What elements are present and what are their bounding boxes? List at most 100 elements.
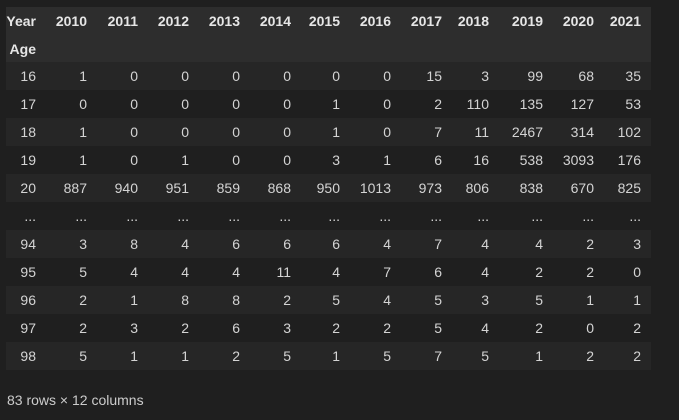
table-cell: 6 (232, 320, 240, 336)
table-cell: 6 (283, 236, 291, 252)
table-cell: 16 (473, 152, 489, 168)
table-cell: 5 (283, 348, 291, 364)
table-cell: 0 (383, 96, 391, 112)
table-cell: 135 (519, 96, 543, 112)
table-row: 95 5 4 4 4 11 4 7 6 4 2 2 0 (6, 258, 651, 286)
column-header-row: Year 2010 2011 2012 2013 2014 2015 2016 2017 201… (6, 7, 651, 35)
table-cell: 2 (232, 348, 240, 364)
table-cell: 887 (63, 180, 87, 196)
table-cell: 4 (181, 236, 189, 252)
table-cell: 2 (79, 292, 87, 308)
table-cell: 4 (130, 264, 138, 280)
table-cell: 0 (383, 124, 391, 140)
table-row: 17 0 0 0 0 0 1 0 2 110 135 127 53 (6, 90, 651, 118)
table-cell: ... (177, 208, 189, 224)
table-cell: 102 (617, 124, 641, 140)
table-cell: 1 (633, 292, 641, 308)
table-cell: ... (328, 208, 340, 224)
table-cell: ... (228, 208, 240, 224)
table-body: 16 1 0 0 0 0 0 0 15 3 99 68 35 17 0 0 0 0 0 1 0 2 110 135 127 53 1… (6, 62, 651, 370)
column-header: 2021 (609, 13, 641, 29)
table-cell: 1 (181, 152, 189, 168)
table-row: 16 1 0 0 0 0 0 0 15 3 99 68 35 (6, 62, 651, 90)
table-cell: 838 (519, 180, 543, 196)
table-cell: 940 (114, 180, 138, 196)
table-cell: 35 (625, 68, 641, 84)
table-cell: 0 (283, 96, 291, 112)
table-row: 96 2 1 8 8 2 5 4 5 3 5 1 1 (6, 286, 651, 314)
table-cell: 1 (332, 124, 340, 140)
table-cell: 7 (434, 124, 442, 140)
table-cell: 2467 (511, 124, 543, 140)
table-cell: 5 (434, 320, 442, 336)
table-cell: 2 (434, 96, 442, 112)
table-cell: 3 (79, 236, 87, 252)
table-cell: 1 (79, 124, 87, 140)
table-cell: 2 (283, 292, 291, 308)
table-cell: 538 (519, 152, 543, 168)
row-index: 16 (20, 68, 36, 84)
table-cell: 0 (232, 96, 240, 112)
column-header: 2014 (259, 13, 291, 29)
row-index: 97 (20, 320, 36, 336)
table-cell: 1 (586, 292, 594, 308)
table-cell: 1 (332, 96, 340, 112)
table-cell: 5 (383, 348, 391, 364)
table-cell: 0 (181, 68, 189, 84)
table-cell: 0 (283, 124, 291, 140)
table-cell: 0 (232, 124, 240, 140)
table-cell: 15 (426, 68, 442, 84)
dataframe-table: Year 2010 2011 2012 2013 2014 2015 2016 2017 201… (6, 7, 651, 370)
row-index: 18 (20, 124, 36, 140)
table-cell: 951 (165, 180, 189, 196)
row-index: ... (24, 208, 36, 224)
table-cell: 5 (535, 292, 543, 308)
table-cell: 0 (130, 152, 138, 168)
table-cell: 4 (332, 264, 340, 280)
table-cell: 0 (283, 68, 291, 84)
table-row: ....................................... (6, 202, 651, 230)
table-cell: 2 (535, 264, 543, 280)
table-cell: 825 (617, 180, 641, 196)
table-cell: 2 (586, 348, 594, 364)
table-cell: 53 (625, 96, 641, 112)
table-cell: 4 (383, 236, 391, 252)
table-cell: 868 (267, 180, 291, 196)
column-header: 2019 (511, 13, 543, 29)
table-cell: ... (75, 208, 87, 224)
row-index: 19 (20, 152, 36, 168)
shape-summary: 83 rows × 12 columns (7, 392, 144, 408)
table-cell: 1 (383, 152, 391, 168)
table-cell: ... (582, 208, 594, 224)
row-index: 98 (20, 348, 36, 364)
table-cell: 4 (232, 264, 240, 280)
index-name-filler (46, 35, 651, 62)
table-cell: 670 (570, 180, 594, 196)
row-index: 17 (20, 96, 36, 112)
column-header: 2020 (562, 13, 594, 29)
table-cell: 11 (474, 124, 489, 140)
index-name-label: Age (9, 40, 36, 57)
table-cell: 1 (79, 68, 87, 84)
table-cell: 0 (232, 152, 240, 168)
table-cell: 4 (481, 320, 489, 336)
columns-name-label: Year (6, 13, 36, 29)
table-cell: 806 (465, 180, 489, 196)
table-cell: 3 (481, 292, 489, 308)
table-cell: 2 (79, 320, 87, 336)
table-cell: 7 (434, 236, 442, 252)
table-cell: 1013 (359, 180, 391, 196)
table-cell: 0 (633, 264, 641, 280)
table-cell: 2 (383, 320, 391, 336)
table-cell: 2 (181, 320, 189, 336)
table-cell: 6 (434, 152, 442, 168)
table-cell: 3 (283, 320, 291, 336)
table-cell: 3 (481, 68, 489, 84)
table-cell: 8 (130, 236, 138, 252)
table-cell: 1 (181, 348, 189, 364)
column-header: 2017 (410, 13, 442, 29)
table-cell: 99 (527, 68, 543, 84)
table-cell: 0 (383, 68, 391, 84)
column-header: 2010 (55, 13, 87, 29)
